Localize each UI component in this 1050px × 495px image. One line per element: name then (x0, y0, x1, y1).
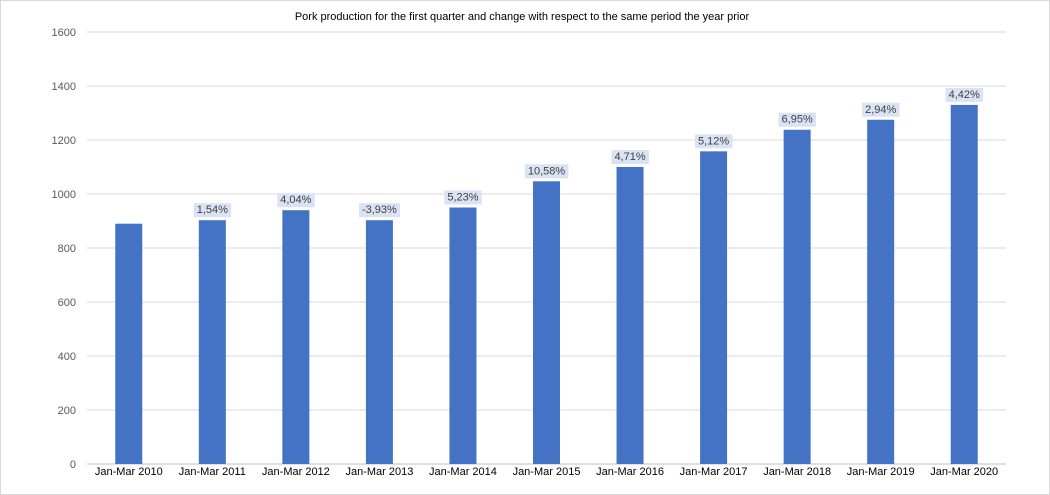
data-label: 4,71% (614, 151, 645, 163)
x-tick-label: Jan-Mar 2011 (179, 466, 246, 478)
y-tick-label: 800 (58, 243, 76, 255)
y-tick-label: 1400 (52, 81, 76, 93)
data-label: -3,93% (362, 204, 397, 216)
bar (616, 167, 644, 464)
x-tick-label: Jan-Mar 2018 (763, 466, 831, 478)
y-axis-ticks: 0 200 400 600 800 1000 1200 1400 1600 (52, 27, 76, 471)
bar (115, 223, 143, 464)
data-label: 6,95% (782, 114, 813, 126)
x-tick-label: Jan-Mar 2017 (680, 466, 748, 478)
x-axis-ticks: Jan-Mar 2010 Jan-Mar 2011 Jan-Mar 2012 Jan-… (95, 466, 998, 478)
x-tick-label: Jan-Mar 2014 (429, 466, 497, 478)
y-tick-label: 1000 (52, 189, 76, 201)
bars (115, 104, 978, 465)
bar (449, 207, 477, 464)
data-label: 10,58% (528, 165, 566, 177)
data-label: 2,94% (865, 104, 896, 116)
y-tick-label: 200 (58, 405, 76, 417)
y-tick-label: 400 (58, 351, 76, 363)
data-label-background (444, 190, 482, 205)
x-tick-label: Jan-Mar 2012 (262, 466, 330, 478)
data-label-background (611, 150, 649, 164)
bar (867, 119, 895, 464)
bar (700, 151, 728, 464)
data-labels: 1,54% 4,04% -3,93% 5,23% 10,58% 4,71% 5,12% 6,9… (193, 87, 984, 218)
bar (783, 129, 811, 465)
data-label-background (778, 112, 816, 127)
y-tick-label: 1600 (52, 27, 76, 39)
data-label: 4,42% (949, 89, 980, 101)
bar (282, 210, 310, 464)
data-label-background (193, 203, 232, 218)
x-tick-label: Jan-Mar 2019 (847, 466, 915, 478)
bar (198, 220, 226, 464)
y-tick-label: 1200 (52, 135, 76, 147)
chart-title: Pork production for the first quarter an… (295, 11, 750, 23)
data-label-background (277, 193, 315, 208)
data-label: 5,12% (698, 135, 729, 147)
data-label-background (862, 102, 900, 117)
bar (365, 220, 393, 464)
bar (533, 181, 560, 464)
data-label: 4,04% (280, 194, 311, 206)
data-label: 5,23% (447, 192, 478, 204)
x-tick-label: Jan-Mar 2013 (345, 466, 413, 478)
x-tick-label: Jan-Mar 2020 (930, 466, 998, 478)
x-tick-label: Jan-Mar 2010 (95, 466, 163, 478)
bar (950, 104, 978, 465)
y-tick-label: 0 (70, 459, 76, 471)
x-tick-label: Jan-Mar 2016 (596, 466, 664, 478)
data-label-background (524, 164, 569, 179)
x-tick-label: Jan-Mar 2015 (513, 466, 581, 478)
data-label-background (694, 134, 733, 149)
y-tick-label: 600 (58, 297, 76, 309)
data-label-background (358, 203, 401, 218)
data-label: 1,54% (197, 204, 228, 216)
data-label-background (945, 87, 984, 102)
